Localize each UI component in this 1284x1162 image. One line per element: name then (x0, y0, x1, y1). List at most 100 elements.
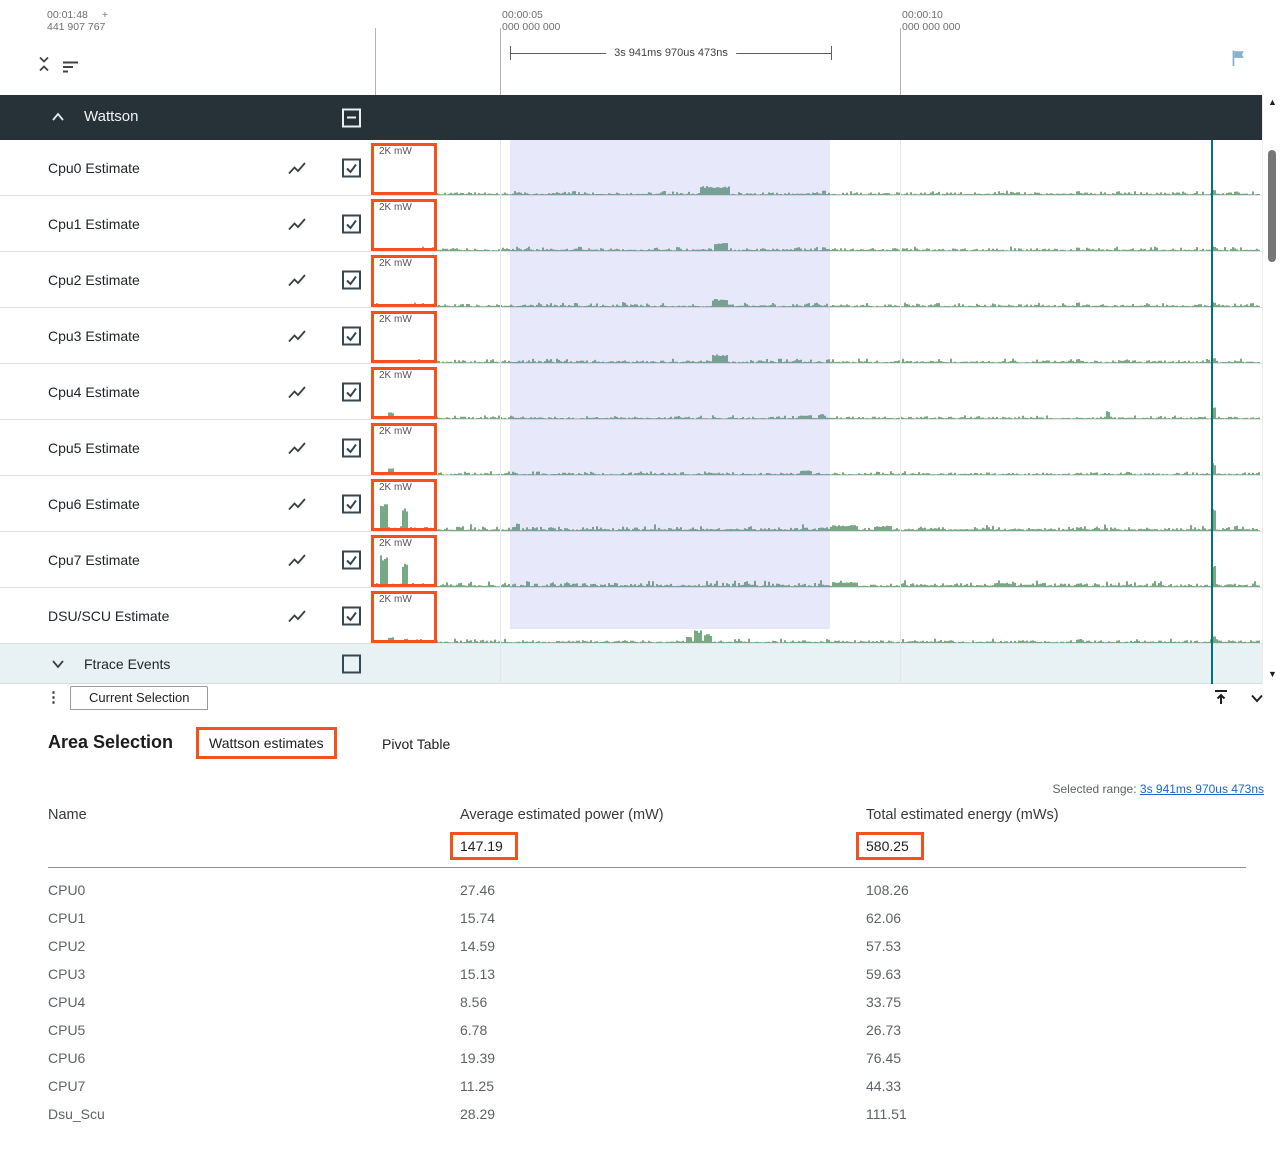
details-panel: Area Selection Wattson estimates Pivot T… (0, 712, 1284, 1162)
estimate-table-row: CPU7 11.25 44.33 (48, 1072, 1246, 1100)
cell-average-power: 6.78 (460, 1022, 488, 1038)
track-rows-container: Cpu0 Estimate 2K mW Cpu1 Estimate 2K mW … (0, 140, 1262, 644)
track-checkbox-checked[interactable] (342, 382, 361, 401)
track-unit-label: 2K mW (379, 202, 412, 213)
check-icon (346, 555, 357, 566)
vertical-scrollbar[interactable]: ▲ ▼ (1262, 95, 1284, 684)
line-chart-icon[interactable] (288, 552, 306, 567)
cell-average-power: 14.59 (460, 938, 496, 954)
origin-plus: + (101, 9, 109, 21)
kebab-menu-icon[interactable]: ⋮ (46, 689, 61, 706)
scroll-up-arrow[interactable]: ▲ (1268, 97, 1277, 107)
track-row[interactable]: DSU/SCU Estimate 2K mW (0, 588, 1262, 644)
selected-range-link[interactable]: 3s 941ms 970us 473ns (1139, 782, 1264, 796)
line-chart-icon[interactable] (288, 384, 306, 399)
estimate-table-row: Dsu_Scu 28.29 111.51 (48, 1100, 1246, 1128)
cell-average-power: 19.39 (460, 1050, 496, 1066)
details-tab-bar: ⋮ Current Selection (0, 684, 1284, 712)
table-body: CPU0 27.46 108.26 CPU1 15.74 62.06 CPU2 … (48, 876, 1246, 1128)
power-sparkline (376, 354, 1260, 363)
sort-tracks-icon[interactable] (62, 60, 80, 74)
estimate-table-row: CPU1 15.74 62.06 (48, 904, 1246, 932)
track-row[interactable]: Cpu7 Estimate 2K mW (0, 532, 1262, 588)
track-checkbox-checked[interactable] (342, 270, 361, 289)
track-unit-label: 2K mW (379, 594, 412, 605)
check-icon (346, 611, 357, 622)
power-sparkline (376, 407, 1260, 419)
flag-icon[interactable] (1228, 48, 1248, 68)
timeline-cursor (1211, 140, 1213, 684)
estimate-table-row: CPU4 8.56 33.75 (48, 988, 1246, 1016)
track-name: DSU/SCU Estimate (48, 607, 170, 624)
scroll-down-arrow[interactable]: ▼ (1268, 669, 1277, 679)
scrollbar-thumb[interactable] (1268, 150, 1276, 262)
group-checkbox-indeterminate[interactable] (342, 108, 361, 127)
line-chart-icon[interactable] (288, 216, 306, 231)
power-sparkline (376, 630, 1260, 643)
table-header-row: Name Average estimated power (mW) Total … (48, 802, 1246, 828)
track-row[interactable]: Cpu3 Estimate 2K mW (0, 308, 1262, 364)
dock-to-top-icon[interactable] (1212, 688, 1230, 706)
power-sparkline (376, 504, 1260, 531)
line-chart-icon[interactable] (288, 608, 306, 623)
cell-total-energy: 33.75 (866, 994, 902, 1010)
track-row[interactable]: Cpu0 Estimate 2K mW (0, 140, 1262, 196)
panel-title: Area Selection (48, 732, 174, 752)
tab-pivot-table[interactable]: Pivot Table (382, 736, 451, 752)
collapse-all-icon[interactable] (36, 56, 52, 72)
tab-current-selection[interactable]: Current Selection (70, 686, 209, 710)
line-chart-icon[interactable] (288, 160, 306, 175)
selected-range: Selected range: 3s 941ms 970us 473ns (1053, 782, 1265, 796)
cell-average-power: 11.25 (460, 1078, 494, 1094)
track-checkbox-checked[interactable] (342, 550, 361, 569)
track-checkbox-checked[interactable] (342, 158, 361, 177)
collapse-panel-chevron-icon[interactable] (1248, 689, 1266, 707)
annotation-highlight-total-energy: 580.25 (856, 832, 924, 860)
track-name: Cpu4 Estimate (48, 383, 140, 400)
track-group-wattson[interactable]: Wattson (0, 95, 1262, 140)
track-checkbox-checked[interactable] (342, 326, 361, 345)
line-chart-icon[interactable] (288, 328, 306, 343)
estimate-table-row: CPU0 27.46 108.26 (48, 876, 1246, 904)
line-chart-icon[interactable] (288, 440, 306, 455)
track-checkbox-checked[interactable] (342, 438, 361, 457)
line-chart-icon[interactable] (288, 272, 306, 287)
ruler-tick-00-00-05: 00:00:05 000 000 000 (502, 9, 561, 33)
check-icon (346, 387, 357, 398)
check-icon (346, 331, 357, 342)
timeline-gridline (900, 140, 901, 684)
power-sparkline (376, 555, 1260, 587)
cell-total-energy: 62.06 (866, 910, 902, 926)
check-icon (346, 499, 357, 510)
track-checkbox-checked[interactable] (342, 606, 361, 625)
track-row[interactable]: Cpu6 Estimate 2K mW (0, 476, 1262, 532)
cell-average-power: 27.46 (460, 882, 496, 898)
track-unit-label: 2K mW (379, 258, 412, 269)
track-checkbox-checked[interactable] (342, 214, 361, 233)
group-checkbox-unchecked[interactable] (342, 654, 361, 673)
track-name: Cpu2 Estimate (48, 271, 140, 288)
chevron-up-icon[interactable] (50, 109, 66, 125)
line-chart-icon[interactable] (288, 496, 306, 511)
selection-duration-label: 3s 941ms 970us 473ns (606, 47, 736, 59)
timeline-ruler[interactable]: 00:01:48 + 441 907 767 00:00:05 000 000 0… (0, 0, 1284, 95)
estimate-table-row: CPU2 14.59 57.53 (48, 932, 1246, 960)
cell-total-energy: 111.51 (866, 1106, 907, 1122)
tab-wattson-estimates[interactable]: Wattson estimates (196, 727, 337, 759)
cell-cpu-name: CPU2 (48, 938, 86, 954)
chevron-down-icon[interactable] (50, 656, 66, 672)
track-row[interactable]: Cpu2 Estimate 2K mW (0, 252, 1262, 308)
cell-average-power: 15.74 (460, 910, 496, 926)
track-row[interactable]: Cpu1 Estimate 2K mW (0, 196, 1262, 252)
track-name: Cpu7 Estimate (48, 551, 140, 568)
power-sparkline (376, 463, 1260, 475)
track-row[interactable]: Cpu5 Estimate 2K mW (0, 420, 1262, 476)
track-row[interactable]: Cpu4 Estimate 2K mW (0, 364, 1262, 420)
track-group-ftrace[interactable]: Ftrace Events (0, 644, 1262, 684)
power-sparkline (376, 243, 1260, 251)
track-unit-label: 2K mW (379, 482, 412, 493)
estimate-table-row: CPU3 15.13 59.63 (48, 960, 1246, 988)
track-name: Cpu5 Estimate (48, 439, 140, 456)
cell-cpu-name: CPU3 (48, 966, 86, 982)
track-checkbox-checked[interactable] (342, 494, 361, 513)
